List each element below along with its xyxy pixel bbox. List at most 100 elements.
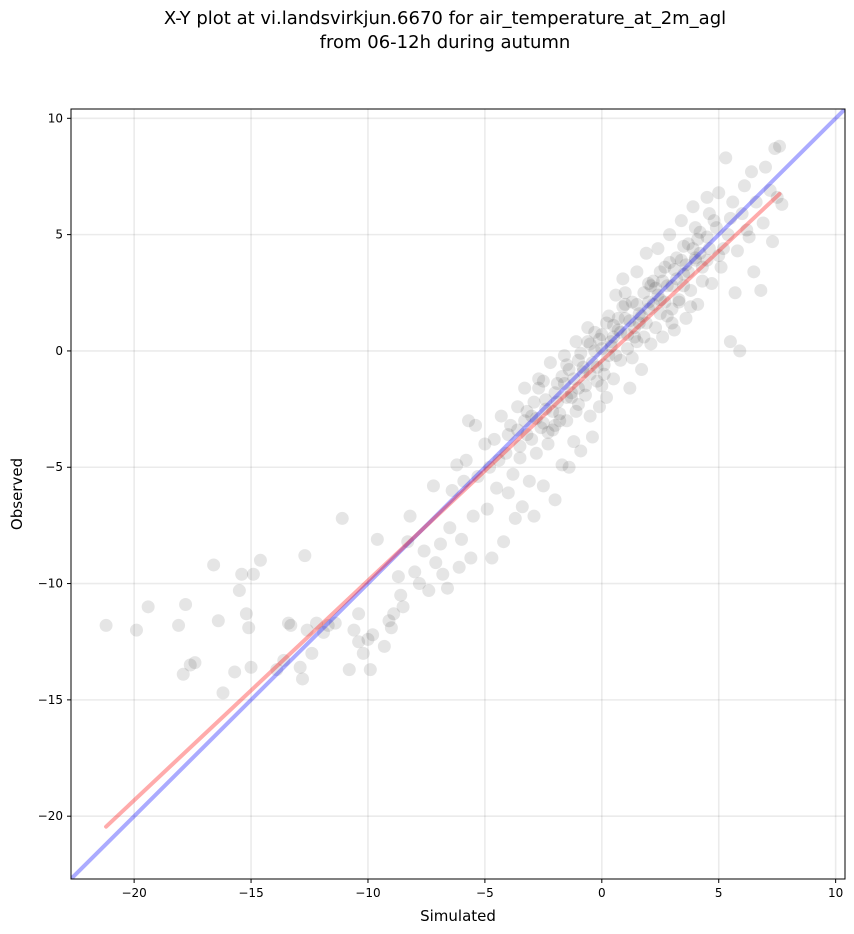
scatter-point [518,381,532,395]
scatter-point [536,479,550,493]
scatter-point [408,565,422,579]
scatter-point [429,556,443,570]
scatter-point [469,418,483,432]
scatter-point [455,532,469,546]
y-tick-label: 5 [55,228,63,242]
scatter-point [616,272,630,286]
scatter-point [663,228,677,242]
scatter-point [513,439,527,453]
scatter-point [490,481,504,495]
scatter-point [623,381,637,395]
scatter-point [207,558,221,572]
scatter-point [667,263,681,277]
scatter-point [317,625,331,639]
scatter-point [361,632,375,646]
scatter-point [471,470,485,484]
scatter-point [602,349,616,363]
scatter-point [188,656,202,670]
scatter-point [377,639,391,653]
y-tick-label: 0 [55,344,63,358]
scatter-point [464,551,478,565]
scatter-point [384,621,398,635]
scatter-point [688,253,702,267]
scatter-point [539,393,553,407]
scatter-point [595,379,609,393]
scatter-point [548,493,562,507]
scatter-point [433,537,447,551]
scatter-point [744,165,758,179]
trend-lines [71,109,845,879]
scatter-point [621,342,635,356]
scatter-point [679,258,693,272]
scatter-point [590,374,604,388]
scatter-point [522,474,536,488]
scatter-point [590,360,604,374]
scatter-point [525,409,539,423]
scatter-point [630,297,644,311]
scatter-point [293,660,307,674]
scatter-point [581,335,595,349]
scatter-point [564,390,578,404]
scatter-point [445,484,459,498]
scatter-point [235,567,249,581]
y-tick-label: −10 [38,577,63,591]
scatter-point [513,451,527,465]
scatter-point [480,502,494,516]
scatter-point [653,293,667,307]
scatter-point [506,467,520,481]
scatter-point [532,372,546,386]
scatter-point [723,335,737,349]
scatter-point [611,311,625,325]
scatter-point [352,635,366,649]
scatter-point [674,214,688,228]
scatter-point [450,458,464,472]
scatter-point [370,532,384,546]
scatter-point [695,274,709,288]
scatter-point [651,288,665,302]
x-axis-label: Simulated [420,907,496,925]
scatter-point [239,607,253,621]
scatter-point [560,414,574,428]
scatter-point [588,325,602,339]
scatter-point [525,432,539,446]
scatter-point [700,190,714,204]
scatter-point [487,432,501,446]
scatter-point [553,407,567,421]
scatter-point [597,367,611,381]
scatter-point [571,381,585,395]
scatter-point [529,411,543,425]
scatter-point [695,260,709,274]
scatter-point [665,279,679,293]
scatter-point [228,665,242,679]
scatter-point [691,297,705,311]
scatter-point [681,237,695,251]
scatter-point [670,272,684,286]
regression-line [104,191,782,829]
scatter-point [649,321,663,335]
scatter-point [618,297,632,311]
scatter-point [756,216,770,230]
scatter-point [604,335,618,349]
scatter-point [602,309,616,323]
scatter-point [653,265,667,279]
scatter-point [716,242,730,256]
scatter-point [630,335,644,349]
scatter-point [646,297,660,311]
scatter-point [658,260,672,274]
scatter-point [616,300,630,314]
scatter-point [298,549,312,563]
scatter-point [242,621,256,635]
scatter-point [595,342,609,356]
scatter-point [562,363,576,377]
scatter-point [569,404,583,418]
scatter-point [560,358,574,372]
scatter-point [773,139,787,153]
scatter-point [382,614,396,628]
scatter-point [569,335,583,349]
scatter-point [462,414,476,428]
scatter-point [511,423,525,437]
scatter-point [305,646,319,660]
scatter-point [310,616,324,630]
scatter-point [494,409,508,423]
scatter-point [721,228,735,242]
